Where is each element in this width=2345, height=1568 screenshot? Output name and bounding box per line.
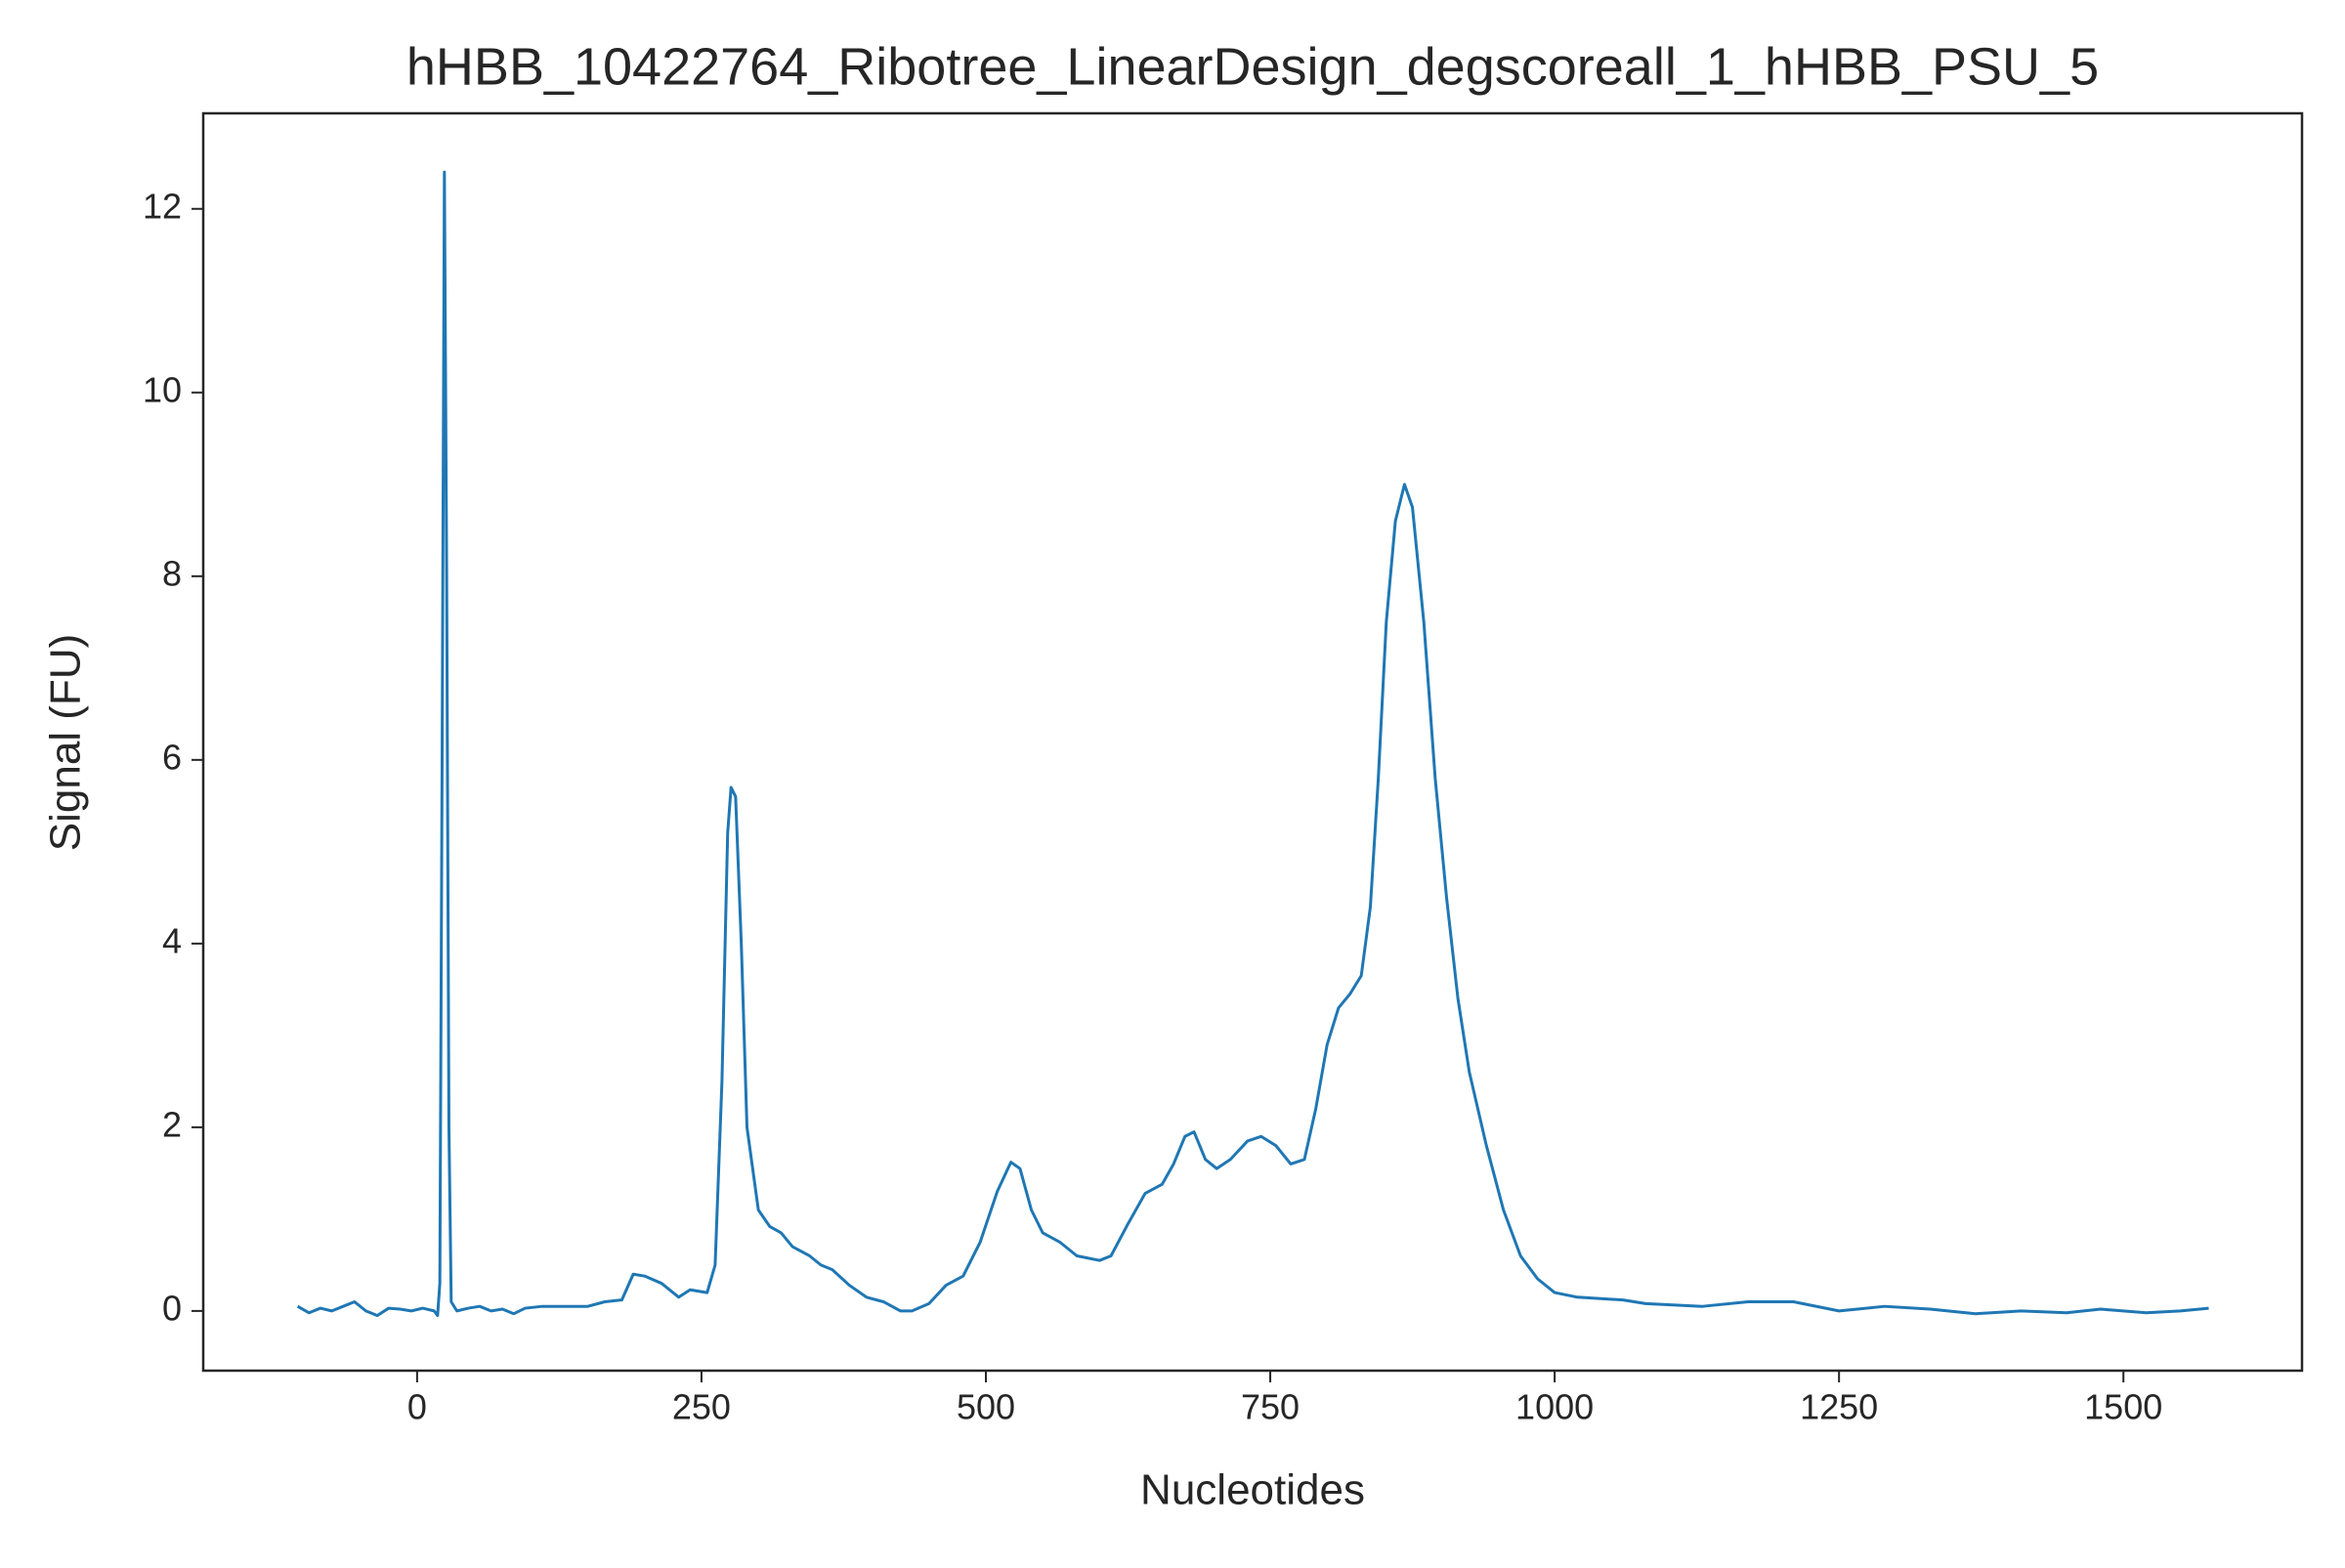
- y-tick-label: 10: [143, 369, 182, 409]
- data-line: [296, 170, 2209, 1318]
- y-axis-label: Signal (FU): [42, 634, 90, 852]
- x-tick-label: 0: [407, 1387, 427, 1427]
- y-tick-label: 8: [162, 553, 182, 593]
- y-tick-label: 2: [162, 1104, 182, 1144]
- x-tick-label: 1000: [1515, 1387, 1594, 1427]
- x-tick-label: 1250: [1800, 1387, 1878, 1427]
- x-tick-label: 1500: [2084, 1387, 2162, 1427]
- y-tick-label: 6: [162, 737, 182, 777]
- y-tick-label: 4: [162, 920, 182, 960]
- chart-title: hHBB_10422764_Ribotree_LinearDesign_degs…: [406, 37, 2099, 96]
- plot-frame: [201, 111, 2304, 1373]
- x-tick-label: 750: [1241, 1387, 1300, 1427]
- y-tick-label: 0: [162, 1288, 182, 1328]
- x-tick-label: 250: [672, 1387, 731, 1427]
- x-axis-label: Nucleotides: [1140, 1466, 1365, 1514]
- y-tick-label: 12: [143, 186, 182, 226]
- x-tick-label: 500: [957, 1387, 1015, 1427]
